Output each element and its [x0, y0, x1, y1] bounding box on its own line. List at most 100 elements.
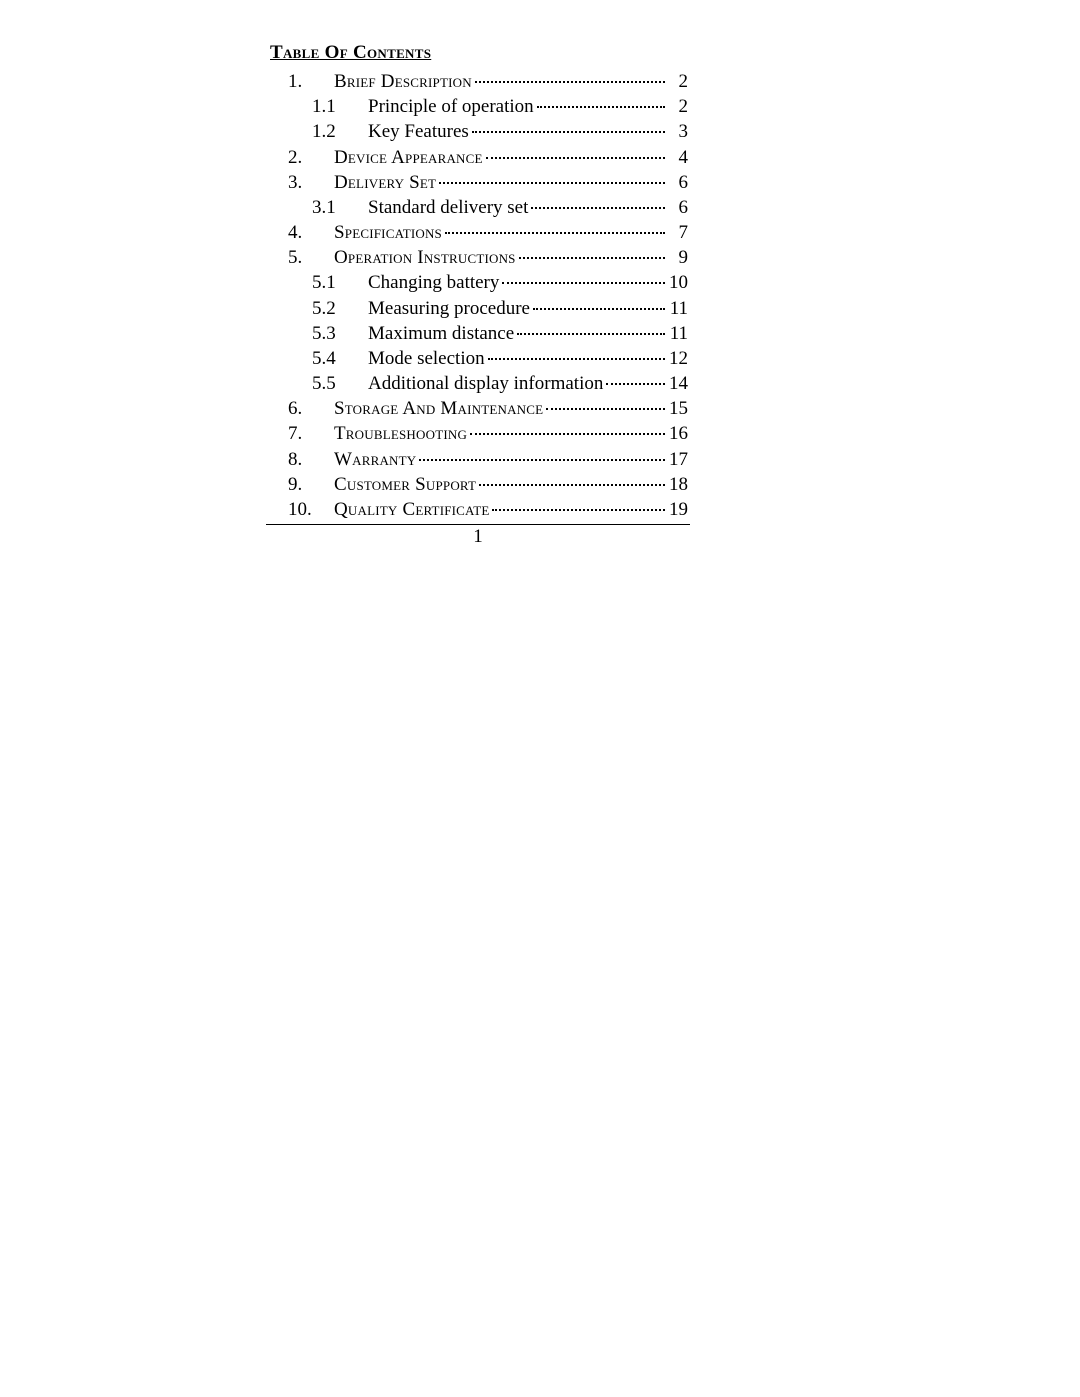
- toc-leader: [488, 358, 665, 360]
- toc-leader: [439, 182, 665, 184]
- toc-label: Additional display information: [368, 372, 603, 395]
- toc-label: Maximum distance: [368, 322, 514, 345]
- toc-row: 5.2Measuring procedure 11: [270, 297, 688, 320]
- toc-row: 3.1Standard delivery set 6: [270, 196, 688, 219]
- toc-number: 5.4: [270, 347, 368, 370]
- toc-page: 10: [668, 271, 688, 294]
- toc-row-body: Maximum distance 11: [368, 322, 688, 345]
- toc-page: 12: [668, 347, 688, 370]
- toc-label: Brief Description: [334, 70, 472, 93]
- toc-row: 8.Warranty17: [270, 448, 688, 471]
- toc-row-body: Warranty 17: [334, 448, 688, 471]
- toc-row-body: Storage And Maintenance15: [334, 397, 688, 420]
- toc-page: 16: [668, 422, 688, 445]
- toc-page: 6: [668, 171, 688, 194]
- toc-label: Mode selection: [368, 347, 485, 370]
- toc-row: 5.Operation Instructions 9: [270, 246, 688, 269]
- toc-page: 4: [668, 146, 688, 169]
- toc-row: 4.Specifications7: [270, 221, 688, 244]
- toc-label: Measuring procedure: [368, 297, 530, 320]
- toc-row: 5.5Additional display information 14: [270, 372, 688, 395]
- toc-row-body: Device Appearance 4: [334, 146, 688, 169]
- toc-row-body: Standard delivery set 6: [368, 196, 688, 219]
- toc-label: Delivery Set: [334, 171, 436, 194]
- toc-leader: [546, 408, 665, 410]
- toc-row: 1.1Principle of operation2: [270, 95, 688, 118]
- toc-page: 14: [668, 372, 688, 395]
- toc-row: 1.2Key Features 3: [270, 120, 688, 143]
- toc-label: Specifications: [334, 221, 442, 244]
- toc-number: 6.: [270, 397, 334, 420]
- toc-row-body: Additional display information 14: [368, 372, 688, 395]
- toc-row-body: Troubleshooting 16: [334, 422, 688, 445]
- page-number: 1: [266, 526, 690, 548]
- toc-leader: [537, 106, 665, 108]
- toc-label: Key Features: [368, 120, 469, 143]
- toc-leader: [445, 232, 665, 234]
- toc-leader: [470, 433, 665, 435]
- toc-page: 2: [668, 95, 688, 118]
- toc-number: 5.5: [270, 372, 368, 395]
- toc-number: 1.2: [270, 120, 368, 143]
- toc-page: 17: [668, 448, 688, 471]
- toc-leader: [492, 509, 665, 511]
- toc-label: Standard delivery set: [368, 196, 528, 219]
- toc-row-body: Brief Description 2: [334, 70, 688, 93]
- toc-row: 9.Customer Support 18: [270, 473, 688, 496]
- toc-leader: [472, 131, 665, 133]
- toc-row-body: Delivery Set 6: [334, 171, 688, 194]
- toc-leader: [517, 333, 665, 335]
- toc-row: 2.Device Appearance 4: [270, 146, 688, 169]
- toc-row: 5.3Maximum distance 11: [270, 322, 688, 345]
- toc-page: 9: [668, 246, 688, 269]
- footer-rule: [266, 524, 690, 525]
- toc-page: 2: [668, 70, 688, 93]
- toc-page: 3: [668, 120, 688, 143]
- toc-label: Troubleshooting: [334, 422, 467, 445]
- document-page: Table Of Contents 1.Brief Description21.…: [0, 0, 1080, 1397]
- toc-number: 5.3: [270, 322, 368, 345]
- toc-label: Operation Instructions: [334, 246, 516, 269]
- toc-number: 2.: [270, 146, 334, 169]
- toc-leader: [531, 207, 665, 209]
- toc-row: 7.Troubleshooting 16: [270, 422, 688, 445]
- toc-row: 3.Delivery Set 6: [270, 171, 688, 194]
- toc-page: 18: [668, 473, 688, 496]
- toc-list: 1.Brief Description21.1Principle of oper…: [270, 70, 688, 521]
- toc-number: 9.: [270, 473, 334, 496]
- toc-leader: [533, 308, 665, 310]
- toc-number: 5.1: [270, 271, 368, 294]
- toc-page: 6: [668, 196, 688, 219]
- toc-row-body: Customer Support 18: [334, 473, 688, 496]
- toc-label: Customer Support: [334, 473, 476, 496]
- toc-leader: [486, 157, 665, 159]
- toc-leader: [475, 81, 665, 83]
- toc-label: Quality Certificate: [334, 498, 489, 521]
- toc-label: Warranty: [334, 448, 416, 471]
- toc-title: Table Of Contents: [270, 42, 688, 64]
- toc-number: 1.: [270, 70, 334, 93]
- toc-row: 6.Storage And Maintenance15: [270, 397, 688, 420]
- toc-row: 10.Quality Certificate19: [270, 498, 688, 521]
- toc-row-body: Operation Instructions 9: [334, 246, 688, 269]
- toc-row-body: Key Features 3: [368, 120, 688, 143]
- toc-row: 1.Brief Description 2: [270, 70, 688, 93]
- toc-label: Changing battery: [368, 271, 499, 294]
- toc-leader: [502, 282, 665, 284]
- toc-number: 5.2: [270, 297, 368, 320]
- toc-number: 3.: [270, 171, 334, 194]
- toc-number: 3.1: [270, 196, 368, 219]
- toc-leader: [519, 257, 665, 259]
- toc-row-body: Mode selection 12: [368, 347, 688, 370]
- toc-label: Principle of operation: [368, 95, 534, 118]
- toc-page: 11: [668, 297, 688, 320]
- toc-leader: [419, 459, 665, 461]
- toc-number: 7.: [270, 422, 334, 445]
- toc-page: 11: [668, 322, 688, 345]
- toc-label: Device Appearance: [334, 146, 483, 169]
- toc-page: 15: [668, 397, 688, 420]
- toc-row-body: Specifications7: [334, 221, 688, 244]
- toc-number: 5.: [270, 246, 334, 269]
- toc-row: 5.1Changing battery 10: [270, 271, 688, 294]
- toc-row: 5.4Mode selection 12: [270, 347, 688, 370]
